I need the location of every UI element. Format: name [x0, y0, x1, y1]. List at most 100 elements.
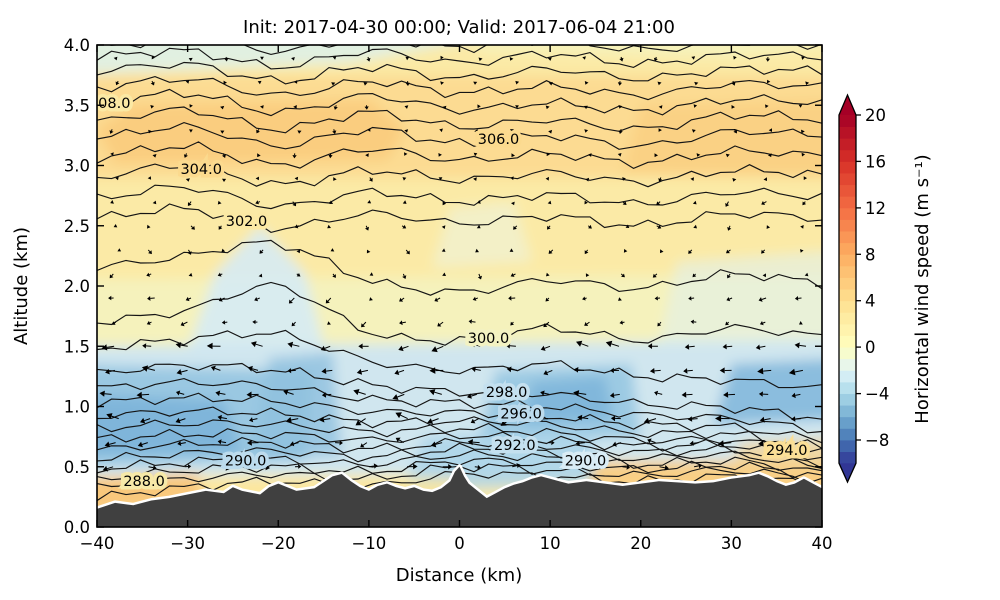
quiver-arrow-head — [731, 82, 736, 86]
quiver-arrow-shaft — [287, 391, 294, 395]
x-tick-label: 10 — [540, 534, 561, 553]
quiver-arrow-head — [110, 200, 114, 204]
quiver-arrow-head — [113, 56, 118, 61]
quiver-arrow-shaft — [179, 418, 186, 422]
colorbar-segment — [839, 289, 856, 302]
contour-label: 306.0 — [478, 132, 520, 148]
quiver-arrow-head — [692, 200, 697, 205]
quiver-arrow-shaft — [255, 343, 263, 347]
quiver-arrow-head — [623, 248, 628, 253]
quiver-arrow-head — [293, 105, 297, 109]
contour-label: 290.0 — [565, 454, 607, 470]
fill-region-center-upper-cool — [432, 201, 532, 268]
y-tick-label: 3.0 — [64, 157, 90, 176]
quiver-arrow-head — [438, 177, 443, 181]
quiver-arrow-shaft — [659, 177, 662, 180]
quiver-arrow-head — [472, 296, 477, 301]
contour-line-290 — [97, 449, 822, 474]
quiver-arrow-head — [404, 129, 409, 133]
quiver-arrow-head — [189, 104, 193, 108]
quiver-arrow-shaft — [650, 440, 656, 444]
quiver-arrow-head — [260, 224, 265, 229]
colorbar-segment — [839, 231, 856, 244]
quiver-arrow-head — [610, 415, 616, 422]
quiver-arrow-head — [681, 391, 687, 398]
quiver-arrow-head — [254, 297, 259, 302]
quiver-arrow-shaft — [659, 466, 665, 469]
quiver-arrow-head — [548, 129, 553, 134]
quiver-arrow-head — [255, 176, 259, 181]
quiver-arrow-head — [609, 392, 615, 399]
quiver-arrow-head — [255, 200, 259, 205]
quiver-arrow-head — [222, 178, 227, 182]
colorbar-segment — [839, 393, 856, 406]
quiver-arrow-head — [654, 153, 658, 158]
quiver-arrow-shaft — [369, 465, 375, 468]
quiver-arrow-head — [582, 56, 586, 60]
quiver-arrow-head — [113, 224, 118, 228]
quiver-arrow-head — [395, 437, 401, 443]
quiver-arrow-shaft — [579, 442, 585, 444]
quiver-arrow-head — [658, 128, 662, 132]
quiver-arrow-head — [660, 249, 664, 254]
quiver-arrow-head — [657, 81, 662, 86]
quiver-arrow-head — [654, 296, 658, 301]
quiver-arrow-head — [110, 152, 114, 156]
quiver-arrow-head — [146, 320, 151, 325]
x-tick-label: −10 — [351, 534, 386, 553]
quiver-arrow-shaft — [508, 440, 515, 444]
quiver-arrow-shaft — [547, 369, 553, 374]
quiver-arrow-shaft — [258, 201, 261, 203]
quiver-arrow-head — [221, 248, 226, 253]
quiver-arrow-shaft — [365, 225, 368, 228]
quiver-arrow-head — [187, 251, 192, 255]
quiver-arrow-head — [690, 319, 694, 325]
quiver-arrow-shaft — [657, 392, 663, 395]
quiver-arrow-shaft — [220, 466, 227, 469]
colorbar-segment — [839, 312, 856, 325]
colorbar-segment — [839, 300, 856, 313]
quiver-arrow-head — [142, 343, 147, 349]
quiver-arrow-head — [215, 390, 221, 397]
quiver-arrow-shaft — [291, 418, 299, 421]
quiver-arrow-shaft — [622, 466, 627, 468]
terrain-silhouette — [97, 464, 822, 527]
quiver-arrow-head — [249, 417, 254, 423]
quiver-arrow-shaft — [654, 369, 661, 372]
quiver-arrow-shaft — [794, 369, 803, 373]
y-tick-label: 1.5 — [64, 337, 90, 356]
quiver-arrow-shaft — [728, 225, 731, 228]
quiver-arrow-head — [258, 273, 263, 278]
quiver-arrow-head — [398, 345, 404, 352]
quiver-arrow-head — [584, 250, 589, 255]
quiver-arrow-head — [791, 416, 796, 422]
quiver-arrow-head — [653, 57, 658, 62]
colorbar-tick-label: −4 — [865, 385, 889, 404]
quiver-arrow-head — [220, 130, 225, 134]
quiver-arrow-head — [434, 297, 439, 302]
quiver-arrow-head — [429, 389, 436, 396]
quiver-arrow-shaft — [473, 418, 480, 422]
plot-title: Init: 2017-04-30 00:00; Valid: 2017-06-0… — [243, 17, 675, 38]
quiver-arrow-shaft — [111, 129, 113, 132]
colorbar-label: Horizontal wind speed (m s⁻¹) — [912, 154, 933, 423]
quiver-arrow-head — [296, 273, 301, 277]
quiver-arrow-head — [625, 224, 630, 228]
quiver-arrow-head — [759, 321, 764, 326]
quiver-arrow-head — [688, 296, 692, 301]
quiver-arrow-head — [392, 394, 399, 400]
quiver-arrow-head — [726, 249, 730, 254]
quiver-arrow-head — [794, 342, 800, 349]
quiver-arrow-head — [321, 392, 327, 398]
colorbar-segment — [839, 381, 856, 394]
quiver-arrow-shaft — [588, 225, 590, 228]
quiver-arrow-head — [152, 200, 157, 205]
quiver-arrow-head — [448, 464, 453, 470]
colorbar-segment — [839, 196, 856, 209]
contour-label: 300.0 — [468, 331, 510, 347]
contour-line-298 — [97, 362, 822, 421]
quiver-arrow-head — [333, 177, 337, 181]
quiver-arrow-head — [547, 200, 552, 205]
quiver-arrow-shaft — [361, 369, 369, 373]
quiver-arrow-shaft — [147, 368, 156, 371]
